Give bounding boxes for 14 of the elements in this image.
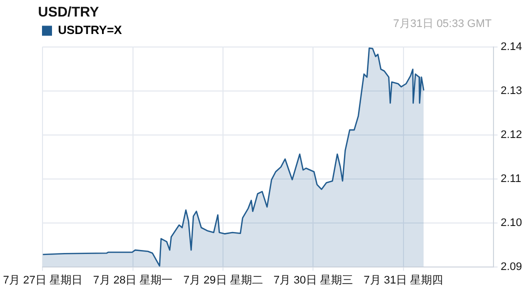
- text: 7月31日 05:33 GMT: [393, 18, 492, 30]
- y-tick-label: 2.09: [500, 260, 522, 273]
- legend-label: USDTRY=X: [58, 23, 122, 38]
- x-tick-label: 7月 27日 星期日: [3, 274, 82, 286]
- x-tick-label: 7月 31日 星期四: [364, 274, 444, 286]
- y-tick-label: 2.12: [500, 128, 522, 141]
- chart-title: USD/TRY: [38, 3, 100, 20]
- y-tick-label: 2.11: [500, 172, 522, 185]
- x-tick-label: 7月 28日 星期一: [93, 274, 173, 286]
- y-tick-label: 2.10: [500, 216, 522, 229]
- y-tick-label: 2.13: [500, 84, 522, 97]
- x-tick-label: 7月 30日 星期三: [274, 274, 353, 286]
- x-tick-label: 7月 29日 星期二: [183, 274, 263, 286]
- y-tick-label: 2.14: [500, 40, 522, 53]
